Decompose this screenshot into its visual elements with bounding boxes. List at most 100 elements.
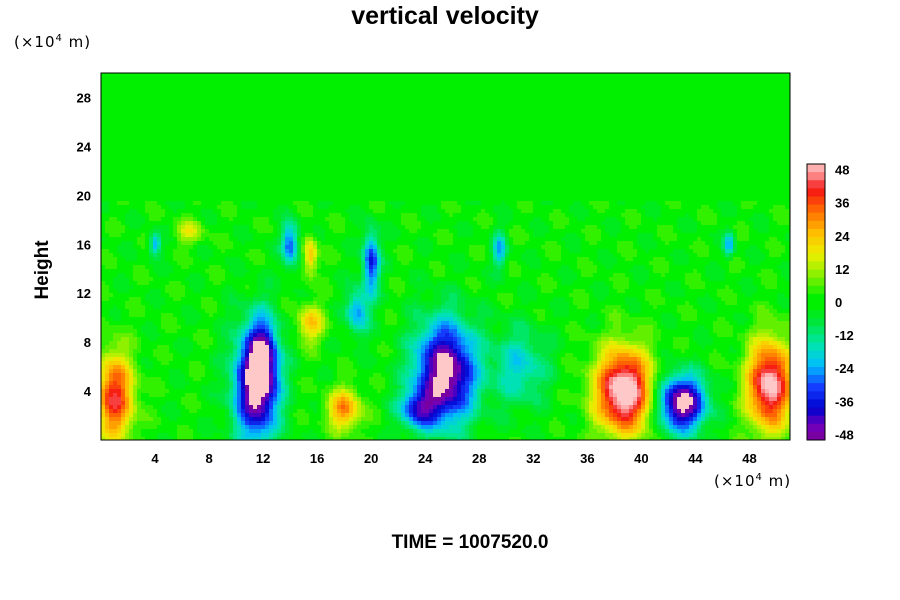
heatmap-cell [689,149,694,154]
heatmap-cell [217,81,222,86]
heatmap-cell [569,177,574,182]
heatmap-cell [493,157,498,162]
heatmap-cell [477,97,482,102]
heatmap-cell [269,181,274,186]
heatmap-cell [573,81,578,86]
heatmap-cell [781,181,786,186]
heatmap-cell [657,77,662,82]
heatmap-cell [617,85,622,90]
heatmap-cell [341,173,346,178]
heatmap-cell [305,101,310,106]
heatmap-cell [545,93,550,98]
heatmap-cell [241,73,246,78]
heatmap-cell [137,121,142,126]
heatmap-cell [125,125,130,130]
heatmap-cell [521,177,526,182]
heatmap-cell [325,133,330,138]
heatmap-cell [545,145,550,150]
heatmap-cell [485,117,490,122]
heatmap-cell [413,153,418,158]
heatmap-cell [769,97,774,102]
heatmap-cell [545,181,550,186]
heatmap-cell [645,129,650,134]
heatmap-cell [597,133,602,138]
heatmap-cell [517,173,522,178]
heatmap-cell [469,169,474,174]
heatmap-cell [537,153,542,158]
heatmap-cell [493,181,498,186]
heatmap-cell [181,133,186,138]
heatmap-cell [601,173,606,178]
heatmap-cell [161,173,166,178]
heatmap-cell [425,149,430,154]
heatmap-cell [465,161,470,166]
heatmap-cell [329,181,334,186]
heatmap-cell [157,89,162,94]
heatmap-cell [493,169,498,174]
heatmap-cell [721,133,726,138]
heatmap-cell [437,77,442,82]
heatmap-cell [597,121,602,126]
heatmap-cell [185,173,190,178]
heatmap-cell [753,81,758,86]
heatmap-cell [725,113,730,118]
heatmap-cell [109,81,114,86]
heatmap-cell [313,85,318,90]
heatmap-cell [129,113,134,118]
heatmap-cell [377,93,382,98]
heatmap-cell [525,117,530,122]
heatmap-cell [197,153,202,158]
heatmap-cell [285,73,290,78]
heatmap-cell [205,185,210,190]
heatmap-cell [697,81,702,86]
heatmap-cell [489,97,494,102]
heatmap-cell [105,185,110,190]
heatmap-cell [477,101,482,106]
heatmap-cell [317,165,322,170]
heatmap-cell [557,173,562,178]
heatmap-cell [417,165,422,170]
heatmap-cell [745,161,750,166]
heatmap-cell [377,85,382,90]
heatmap-cell [633,89,638,94]
heatmap-cell [709,73,714,78]
heatmap-cell [585,93,590,98]
heatmap-cell [557,85,562,90]
heatmap-cell [565,81,570,86]
heatmap-cell [701,181,706,186]
heatmap-cell [589,77,594,82]
heatmap-cell [101,89,106,94]
heatmap-cell [549,145,554,150]
heatmap-cell [481,73,486,78]
heatmap-cell [541,125,546,130]
heatmap-cell [197,109,202,114]
heatmap-cell [505,141,510,146]
heatmap-cell [685,141,690,146]
heatmap-cell [129,157,134,162]
heatmap-cell [189,113,194,118]
heatmap-cell [121,105,126,110]
heatmap-cell [773,81,778,86]
heatmap-cell [469,177,474,182]
heatmap-cell [161,77,166,82]
heatmap-cell [101,165,106,170]
heatmap-cell [493,141,498,146]
heatmap-cell [385,105,390,110]
heatmap-cell [637,77,642,82]
heatmap-cell [245,77,250,82]
heatmap-cell [569,173,574,178]
heatmap-cell [433,181,438,186]
heatmap-cell [689,105,694,110]
heatmap-cell [145,177,150,182]
heatmap-cell [561,137,566,142]
heatmap-cell [321,137,326,142]
heatmap-cell [397,117,402,122]
heatmap-cell [333,109,338,114]
heatmap-cell [365,157,370,162]
heatmap-cell [405,101,410,106]
heatmap-cell [589,81,594,86]
heatmap-cell [269,97,274,102]
heatmap-cell [165,89,170,94]
heatmap-cell [689,89,694,94]
heatmap-cell [493,161,498,166]
